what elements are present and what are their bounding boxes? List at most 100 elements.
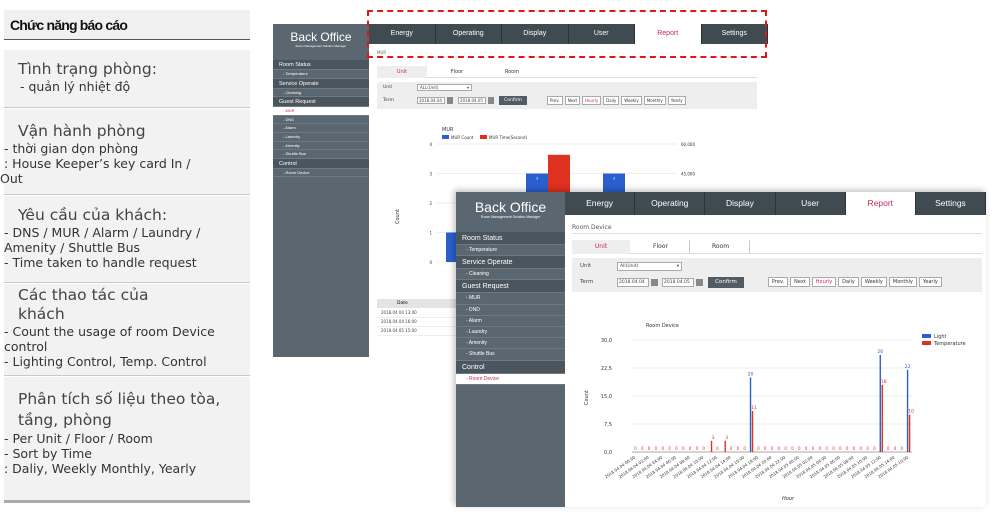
- monthly-button[interactable]: Monthly: [643, 96, 666, 105]
- section-heading: Yêu cầu của khách:: [18, 206, 168, 224]
- date-from-input[interactable]: 2018.04.04: [617, 278, 649, 287]
- unit-select[interactable]: ALL(Unit) ▾: [417, 84, 472, 91]
- sidebar-item-laundry[interactable]: - Laundry: [273, 133, 369, 142]
- nav-tab-display[interactable]: Display: [502, 24, 569, 44]
- logo-subtitle: Room Management Solution Manager: [480, 215, 541, 219]
- unit-select[interactable]: All(Unit) ▾: [617, 262, 682, 271]
- nav-tab-operating[interactable]: Operating: [635, 192, 706, 215]
- sidebar-item-cleaning[interactable]: - Cleaning: [456, 269, 565, 281]
- calendar-icon[interactable]: [651, 279, 658, 286]
- sidebar-item-mur[interactable]: - MUR: [273, 107, 369, 116]
- sidebar-item-control[interactable]: Control: [273, 158, 369, 169]
- sidebar-item-dnd[interactable]: - DND: [273, 116, 369, 125]
- sidebar-item-service-operate[interactable]: Service Operate: [456, 256, 565, 270]
- unit-select-value: ALL(Unit): [420, 85, 439, 90]
- sidebar-item-laundry[interactable]: - Laundry: [456, 327, 565, 339]
- tab-unit[interactable]: Unit: [572, 240, 630, 254]
- term-label: Term: [580, 279, 594, 285]
- daily-button[interactable]: Daily: [838, 277, 859, 287]
- data-label: 0: [771, 446, 774, 451]
- yearly-button[interactable]: Yearly: [918, 277, 942, 287]
- top-nav: Energy Operating Display User Report Settings: [565, 192, 987, 215]
- sidebar-item-guest-request[interactable]: Guest Request: [456, 280, 565, 294]
- sidebar-item-temperature[interactable]: - Temperature: [273, 70, 369, 79]
- sidebar-item-temperature[interactable]: - Temperature: [456, 245, 565, 257]
- sidebar-item-room-status[interactable]: Room Status: [456, 232, 565, 245]
- sidebar-item-dnd[interactable]: - DND: [456, 305, 565, 316]
- nav-tab-operating[interactable]: Operating: [436, 24, 502, 44]
- tab-room[interactable]: Room: [504, 69, 520, 75]
- next-button[interactable]: Next: [564, 96, 581, 105]
- next-button[interactable]: Next: [790, 277, 810, 287]
- nav-tab-settings[interactable]: Settings: [702, 24, 768, 44]
- legend-label-temperature: Temperature: [933, 341, 966, 347]
- panel-title: Chức năng báo cáo: [10, 17, 128, 33]
- data-label: 0: [798, 446, 801, 451]
- nav-tab-display[interactable]: Display: [705, 192, 776, 215]
- top-nav: Energy Operating Display User Report Settings: [369, 24, 768, 44]
- sidebar-item-shuttle-bus[interactable]: - Shuttle Bus: [456, 349, 565, 361]
- nav-tab-energy[interactable]: Energy: [369, 24, 436, 44]
- section-line: Amenity / Shuttle Bus: [4, 240, 140, 255]
- prev-button[interactable]: Prev.: [547, 96, 563, 105]
- data-label: 0: [634, 446, 637, 451]
- sidebar-item-shuttle-bus[interactable]: - Shuttle Bus: [273, 150, 369, 159]
- section-line: control: [4, 339, 48, 354]
- data-label: 22: [905, 364, 911, 370]
- nav-tab-energy[interactable]: Energy: [565, 192, 636, 215]
- weekly-button[interactable]: Weekly: [621, 96, 642, 105]
- daily-button[interactable]: Daily: [603, 96, 620, 105]
- section-line: - Sort by Time: [4, 446, 92, 461]
- section-heading: Tình trạng phòng:: [18, 60, 157, 78]
- data-label: 0: [900, 446, 903, 451]
- sidebar-item-alarm[interactable]: - Alarm: [273, 124, 369, 133]
- confirm-button[interactable]: Confirm: [708, 277, 744, 288]
- sidebar-item-control[interactable]: Control: [456, 360, 565, 374]
- sidebar-item-amenity[interactable]: - Amenity: [456, 338, 565, 350]
- y-tick-label: 7,5: [604, 422, 612, 428]
- prev-button[interactable]: Prev.: [768, 277, 789, 287]
- sidebar-item-alarm[interactable]: - Alarm: [456, 316, 565, 327]
- date-from-input[interactable]: 2018.04.04: [417, 97, 445, 104]
- sidebar-item-room-status[interactable]: Room Status: [273, 60, 369, 70]
- sidebar-item-amenity[interactable]: - Amenity: [273, 142, 369, 151]
- tab-unit[interactable]: Unit: [377, 66, 427, 78]
- y-tick-label: 2: [429, 201, 432, 206]
- data-label: 0: [846, 446, 849, 451]
- calendar-icon[interactable]: [696, 279, 703, 286]
- filter-panel: Unit ALL(Unit) ▾ Term 2018.04.04 2018.04.…: [377, 82, 757, 109]
- yearly-button[interactable]: Yearly: [667, 96, 686, 105]
- nav-tab-settings[interactable]: Settings: [916, 192, 987, 215]
- weekly-button[interactable]: Weekly: [860, 277, 887, 287]
- nav-tab-user[interactable]: User: [569, 24, 635, 44]
- sidebar-item-guest-request[interactable]: Guest Request: [273, 97, 369, 108]
- nav-tab-report[interactable]: Report: [845, 192, 916, 215]
- nav-tab-report[interactable]: Report: [635, 24, 702, 44]
- sidebar-item-mur[interactable]: - MUR: [456, 293, 565, 305]
- date-to-input[interactable]: 2018.04.05: [662, 278, 694, 287]
- hourly-button[interactable]: Hourly: [811, 277, 837, 287]
- sidebar-item-room-device[interactable]: - Room Device: [456, 373, 565, 385]
- legend-swatch-temperature: [922, 341, 931, 345]
- confirm-button[interactable]: Confirm: [499, 96, 527, 105]
- hourly-button[interactable]: Hourly: [582, 96, 602, 105]
- data-label: 0: [778, 446, 781, 451]
- date-to-input[interactable]: 2018.04.05: [458, 97, 486, 104]
- x-axis-label: Hour: [782, 496, 795, 502]
- sidebar-item-room-device[interactable]: - Room Device: [273, 169, 369, 178]
- sidebar-item-cleaning[interactable]: - Cleaning: [273, 89, 369, 98]
- sidebar: Back Office Room Management Solution Man…: [273, 24, 369, 357]
- data-label: 0: [661, 446, 664, 451]
- sidebar-item-service-operate[interactable]: Service Operate: [273, 78, 369, 89]
- data-label: 0: [675, 446, 678, 451]
- tab-floor[interactable]: Floor: [450, 69, 464, 75]
- section-line: - Time taken to handle request: [4, 255, 197, 270]
- tab-floor[interactable]: Floor: [632, 240, 690, 254]
- nav-tab-user[interactable]: User: [776, 192, 846, 215]
- calendar-icon[interactable]: [488, 97, 494, 104]
- calendar-icon[interactable]: [447, 97, 453, 104]
- monthly-button[interactable]: Monthly: [888, 277, 917, 287]
- data-label: 0: [873, 446, 876, 451]
- data-label: 18: [881, 379, 887, 385]
- tab-room[interactable]: Room: [692, 240, 750, 254]
